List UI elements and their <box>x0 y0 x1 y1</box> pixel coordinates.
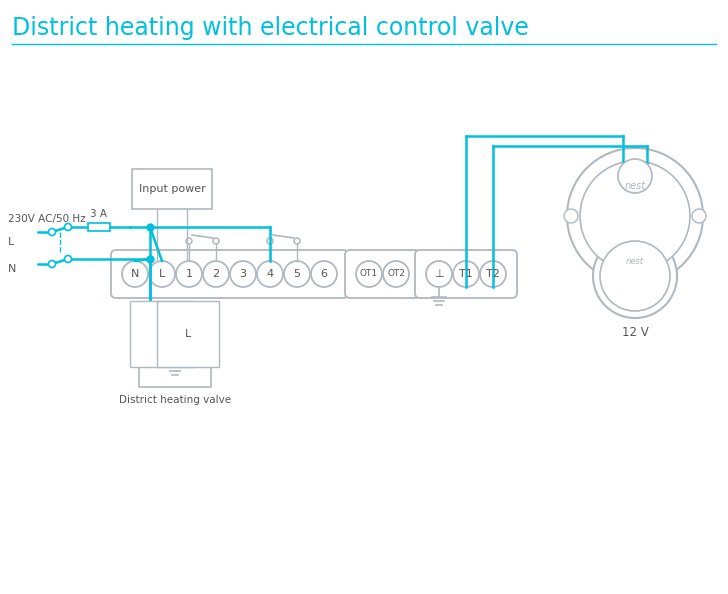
Circle shape <box>49 229 55 235</box>
Text: 3 A: 3 A <box>90 209 108 219</box>
Circle shape <box>593 234 677 318</box>
Circle shape <box>480 261 506 287</box>
Text: 230V AC/50 Hz: 230V AC/50 Hz <box>8 214 86 224</box>
Text: N: N <box>158 329 166 339</box>
Circle shape <box>176 261 202 287</box>
FancyBboxPatch shape <box>132 169 212 209</box>
Text: N: N <box>8 264 16 274</box>
Circle shape <box>213 238 219 244</box>
Text: 2: 2 <box>213 269 220 279</box>
Text: nest: nest <box>625 181 646 191</box>
Circle shape <box>65 255 71 263</box>
FancyBboxPatch shape <box>139 317 211 387</box>
Circle shape <box>580 161 690 271</box>
Text: 5: 5 <box>293 269 301 279</box>
Circle shape <box>284 261 310 287</box>
Circle shape <box>383 261 409 287</box>
Circle shape <box>311 261 337 287</box>
Circle shape <box>356 261 382 287</box>
Text: Input power: Input power <box>138 184 205 194</box>
Circle shape <box>692 209 706 223</box>
Circle shape <box>49 261 55 267</box>
Circle shape <box>149 261 175 287</box>
FancyBboxPatch shape <box>415 250 517 298</box>
Text: N: N <box>131 269 139 279</box>
Circle shape <box>257 261 283 287</box>
Text: T1: T1 <box>459 269 473 279</box>
Circle shape <box>294 238 300 244</box>
Text: OT2: OT2 <box>387 270 405 279</box>
Text: 4: 4 <box>266 269 274 279</box>
FancyBboxPatch shape <box>345 250 420 298</box>
Text: L: L <box>185 329 191 339</box>
Circle shape <box>567 148 703 284</box>
Circle shape <box>600 241 670 311</box>
Circle shape <box>267 238 273 244</box>
Text: 1: 1 <box>186 269 192 279</box>
Circle shape <box>203 261 229 287</box>
Text: ⊥: ⊥ <box>434 269 444 279</box>
Text: L: L <box>159 269 165 279</box>
Text: 12 V: 12 V <box>622 326 649 339</box>
Circle shape <box>186 238 192 244</box>
Circle shape <box>564 209 578 223</box>
Text: L: L <box>8 237 15 247</box>
Text: District heating valve: District heating valve <box>119 395 231 405</box>
Circle shape <box>122 261 148 287</box>
Circle shape <box>426 261 452 287</box>
Circle shape <box>230 261 256 287</box>
FancyBboxPatch shape <box>88 223 110 231</box>
Text: nest: nest <box>626 258 644 267</box>
FancyBboxPatch shape <box>111 250 348 298</box>
Text: T2: T2 <box>486 269 500 279</box>
Circle shape <box>65 223 71 230</box>
Text: 6: 6 <box>320 269 328 279</box>
Text: District heating with electrical control valve: District heating with electrical control… <box>12 16 529 40</box>
Circle shape <box>453 261 479 287</box>
Circle shape <box>618 159 652 193</box>
Text: OT1: OT1 <box>360 270 378 279</box>
Text: 3: 3 <box>240 269 247 279</box>
